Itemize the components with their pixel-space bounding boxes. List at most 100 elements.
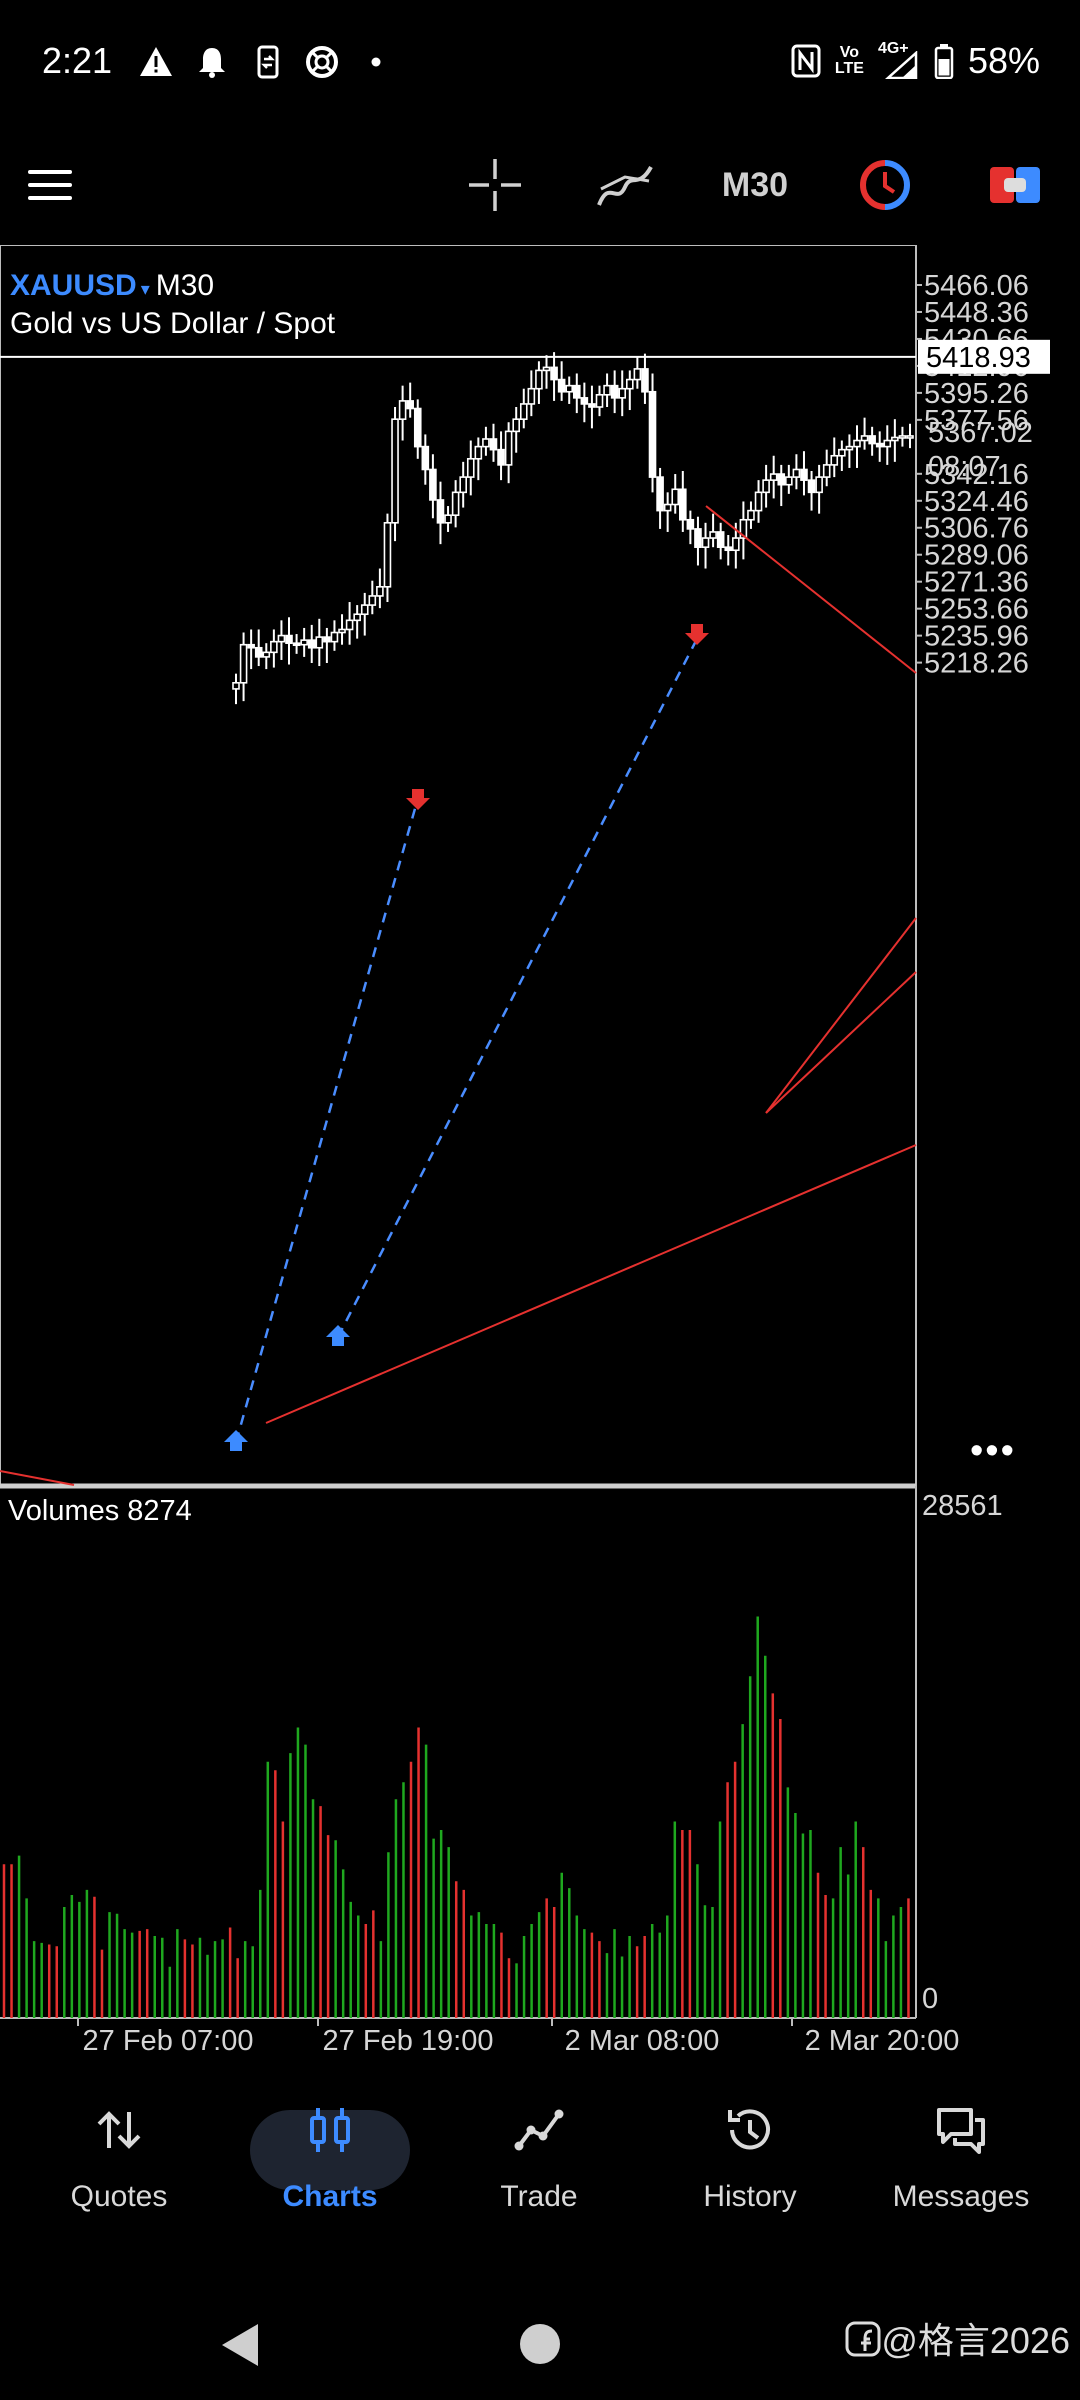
volte-bottom: LTE xyxy=(834,60,864,77)
trade-line-icon xyxy=(514,2109,564,2151)
trendline-resistance xyxy=(705,505,917,674)
volumes-label: Volumes 8274 xyxy=(8,1495,192,1527)
period-button[interactable] xyxy=(850,150,920,220)
warning-icon xyxy=(140,47,172,76)
tab-messages-label: Messages xyxy=(892,2180,1030,2213)
candle-body xyxy=(603,384,611,396)
price-tick-label: 5253.66 xyxy=(924,594,1029,626)
tab-trade[interactable]: Trade xyxy=(434,2080,644,2230)
candle-body xyxy=(413,407,422,448)
price-pane-frame xyxy=(0,245,917,1487)
watermark-text: @格言2026 xyxy=(881,2320,1070,2361)
candle-body xyxy=(300,639,308,646)
candle-body xyxy=(815,476,823,494)
candle-body xyxy=(292,642,301,646)
candle-body xyxy=(898,435,907,439)
sell-arrow-2 xyxy=(685,624,709,645)
chart-type-button[interactable] xyxy=(980,150,1050,220)
timeframe-label: M30 xyxy=(721,165,789,204)
candle-body xyxy=(595,394,604,408)
price-tick-label: 5306.76 xyxy=(924,513,1029,545)
bottom-navigation: Quotes Charts Trade History xyxy=(0,2080,1080,2230)
candle-body xyxy=(580,397,589,405)
candle-body xyxy=(391,418,399,524)
candle-body xyxy=(906,435,914,439)
time-tick-label: 2 Mar 08:00 xyxy=(565,2025,720,2055)
chart-toolbar: M30 xyxy=(0,125,1080,245)
dot-icon xyxy=(371,57,381,67)
candle-body xyxy=(360,604,369,616)
price-tick-label: 5271.36 xyxy=(924,567,1029,599)
candle-body xyxy=(262,651,271,658)
candle-body xyxy=(641,368,649,393)
status-bar: 2:21 Vo LTE 4G+ xyxy=(0,0,1080,125)
indicators-button[interactable] xyxy=(590,150,660,220)
candle-body xyxy=(792,468,801,478)
messages-bubbles-icon xyxy=(937,2108,985,2154)
tab-quotes-label: Quotes xyxy=(70,2180,168,2213)
candle-body xyxy=(747,509,755,521)
symbol-name[interactable]: XAUUSD xyxy=(10,269,137,302)
watermark: @格言2026 xyxy=(845,2312,1070,2364)
chart-area[interactable]: 5466.065448.365430.665412.965395.265377.… xyxy=(0,245,1080,2055)
candle-body xyxy=(270,640,278,654)
candle-body xyxy=(307,639,316,649)
candle-body xyxy=(421,445,430,471)
tab-charts-label: Charts xyxy=(282,2180,378,2213)
candle-body xyxy=(429,468,437,501)
volte-top: Vo xyxy=(839,44,860,61)
candle-body xyxy=(618,387,627,399)
charts-candles-icon xyxy=(310,2108,350,2152)
trendlines xyxy=(0,505,917,1486)
notification-bell-icon xyxy=(199,48,225,78)
tab-charts[interactable]: Charts xyxy=(225,2080,435,2230)
candle-body xyxy=(656,476,664,512)
candle-body xyxy=(883,439,892,448)
candle-body xyxy=(239,643,248,684)
network-type: 4G+ xyxy=(877,40,909,57)
symbol-header[interactable]: XAUUSD ▾ M30 xyxy=(10,269,214,303)
candle-body xyxy=(648,390,657,478)
chart-canvas[interactable]: 5466.065448.365430.665412.965395.265377.… xyxy=(0,245,1080,2055)
trade-markers xyxy=(224,624,709,1451)
candle-body xyxy=(800,468,808,481)
tab-trade-label: Trade xyxy=(500,2180,578,2213)
candle-body xyxy=(482,438,490,448)
home-icon[interactable] xyxy=(518,2322,562,2366)
price-tick-label: 5324.46 xyxy=(924,486,1029,518)
back-icon[interactable] xyxy=(218,2320,262,2370)
symbol-caret-icon: ▾ xyxy=(140,279,150,299)
candle-body xyxy=(232,682,240,690)
crosshair-button[interactable] xyxy=(463,150,527,220)
candle-body xyxy=(822,464,831,478)
trendline-left-edge xyxy=(0,1470,75,1486)
candle-body xyxy=(497,448,505,466)
candle-body xyxy=(701,537,710,548)
tab-history[interactable]: History xyxy=(645,2080,855,2230)
candle-body xyxy=(466,458,475,478)
candle-body xyxy=(891,436,899,442)
candle-body xyxy=(565,384,574,393)
candle-body xyxy=(663,503,672,512)
candle-body xyxy=(868,435,876,445)
candle-body xyxy=(436,499,445,524)
more-options-icon[interactable]: ••• xyxy=(970,1430,1016,1472)
tab-quotes[interactable]: Quotes xyxy=(14,2080,224,2230)
candle-body xyxy=(535,369,543,390)
candle-body xyxy=(838,448,846,457)
active-tab-pill xyxy=(250,2110,410,2190)
menu-button[interactable] xyxy=(20,150,80,220)
candle-body xyxy=(542,366,551,372)
candle-body xyxy=(353,613,361,622)
battery-icon xyxy=(934,44,954,79)
signal-icon xyxy=(884,51,918,79)
sell-arrow-1 xyxy=(406,789,430,810)
tab-messages[interactable]: Messages xyxy=(856,2080,1066,2230)
timeframe-button[interactable]: M30 xyxy=(710,150,800,220)
candle-body xyxy=(777,473,786,486)
candle-body xyxy=(572,384,581,399)
candle-body xyxy=(489,438,498,451)
system-navigation-bar xyxy=(0,2290,1080,2400)
quotes-arrows-icon xyxy=(97,2111,141,2149)
crosshair-icon xyxy=(469,159,521,211)
